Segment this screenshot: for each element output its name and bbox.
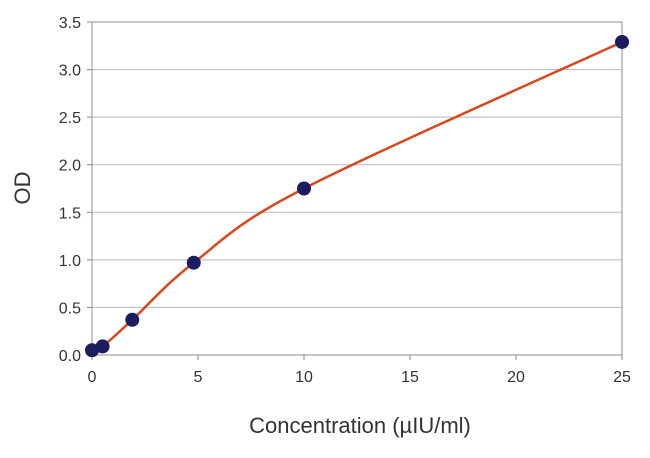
x-tick-label: 0 (88, 369, 97, 386)
y-tick-label: 2.5 (59, 110, 81, 127)
data-point (186, 255, 201, 270)
data-point (125, 312, 140, 327)
x-tick-label: 15 (401, 369, 419, 386)
series (85, 34, 629, 358)
y-tick-label: 0.5 (59, 300, 81, 317)
y-axis-title: OD (10, 172, 35, 205)
x-axis: 0 5 10 15 20 25 (88, 355, 631, 386)
x-axis-title: Concentration (µIU/ml) (249, 413, 471, 438)
x-tick-label: 20 (507, 369, 525, 386)
data-point (297, 181, 311, 196)
plot-area (91, 21, 623, 356)
y-tick-label: 2.0 (59, 158, 81, 175)
y-tick-label: 3.0 (59, 63, 81, 80)
y-axis: 0.0 0.5 1.0 1.5 2.0 2.5 3.0 3.5 (59, 15, 92, 365)
x-tick-label: 25 (613, 369, 631, 386)
grid (92, 69, 622, 308)
x-tick-label: 10 (295, 369, 313, 386)
data-point (85, 343, 99, 358)
data-point (95, 339, 110, 354)
y-tick-label: 1.0 (59, 253, 81, 270)
y-tick-label: 3.5 (59, 15, 81, 32)
y-tick-label: 1.5 (59, 205, 81, 222)
data-point (615, 34, 629, 49)
y-tick-label: 0.0 (59, 348, 81, 365)
x-tick-label: 5 (194, 369, 203, 386)
